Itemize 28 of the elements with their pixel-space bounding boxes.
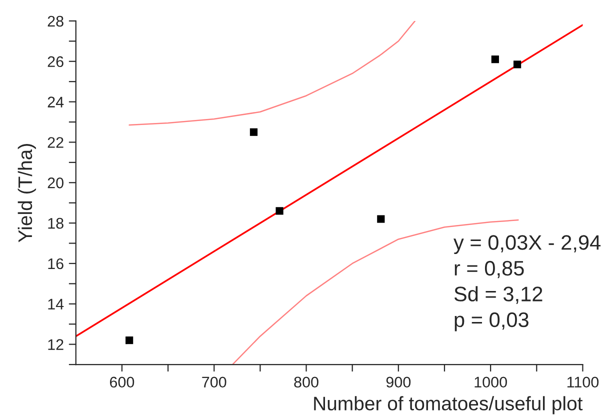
annotation: y = 0,03X - 2,94	[454, 235, 601, 254]
annotation: r = 0,85	[454, 260, 524, 278]
y-tick-label: 22	[48, 137, 64, 148]
point	[491, 56, 499, 64]
y-tick-label: 16	[48, 258, 64, 270]
point	[377, 215, 385, 223]
annotation: Sd = 3,12	[454, 286, 542, 304]
y-tick-label: 14	[48, 298, 64, 310]
x-tick-label: 900	[386, 376, 411, 388]
point	[250, 128, 258, 136]
x-tick-label: 600	[110, 376, 134, 388]
y-tick-label: 26	[48, 56, 64, 68]
x-tick-label: 1000	[474, 376, 507, 388]
point	[126, 336, 134, 344]
x-axis-title: Number of tomatoes/useful plot	[314, 396, 583, 414]
y-tick-label: 18	[48, 218, 64, 229]
point	[513, 60, 522, 68]
y-tick-label: 24	[48, 96, 64, 108]
point	[276, 207, 284, 215]
x-tick-label: 800	[294, 376, 318, 388]
y-axis-title: Yield (T/ha)	[18, 144, 36, 242]
y-tick-label: 28	[48, 16, 64, 27]
y-tick-label: 20	[48, 178, 64, 188]
y-tick-label: 12	[48, 339, 64, 350]
line-series	[128, 20, 416, 126]
annotation: p = 0,03	[454, 312, 528, 332]
x-tick-label: 700	[202, 376, 226, 388]
x-tick-label: 1100	[567, 376, 599, 388]
